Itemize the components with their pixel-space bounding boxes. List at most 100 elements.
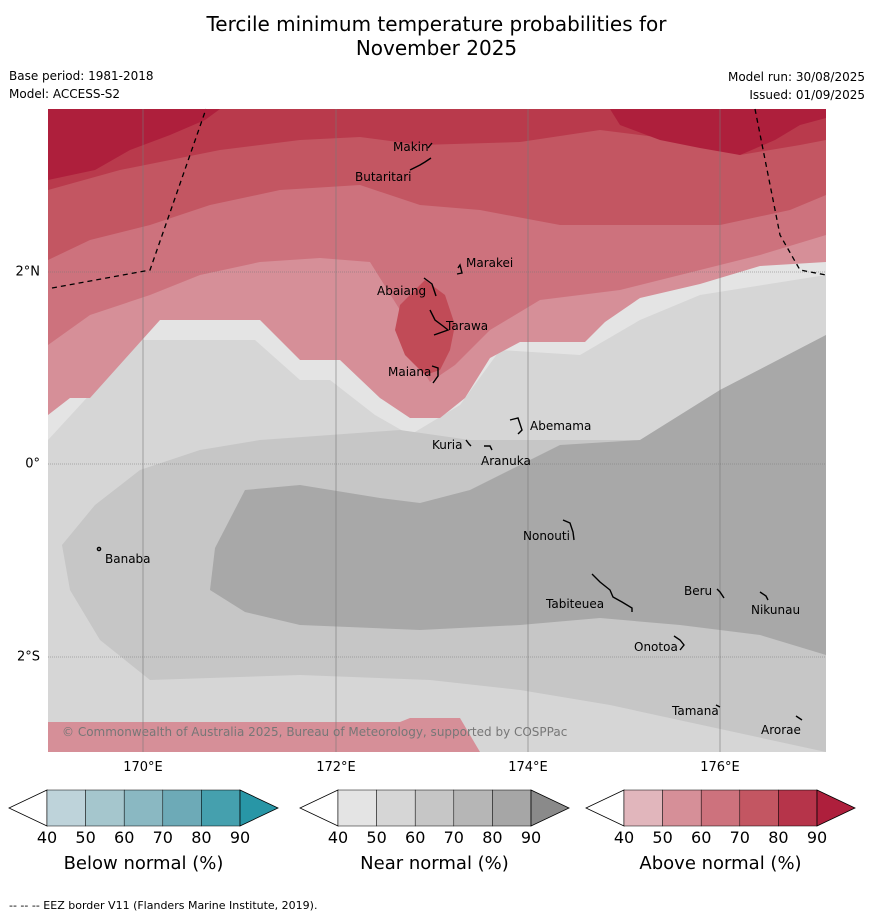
beru-island bbox=[716, 588, 725, 599]
place-labels: Makin Butaritari Marakei Abaiang Tarawa … bbox=[105, 140, 801, 737]
label-banaba: Banaba bbox=[105, 552, 151, 566]
colorbar-below-tick: 80 bbox=[191, 828, 212, 847]
title-line-2: November 2025 bbox=[355, 36, 518, 60]
label-maiana: Maiana bbox=[388, 365, 431, 379]
onotoa-island bbox=[673, 635, 685, 651]
abaiang-island bbox=[423, 277, 437, 297]
probability-contours bbox=[48, 109, 826, 752]
y-tick-2s: 2°S bbox=[16, 649, 40, 665]
colorbars bbox=[8, 789, 856, 827]
kuria-island bbox=[465, 439, 472, 447]
colorbar-below-tick: 70 bbox=[152, 828, 173, 847]
colorbar-near-segment bbox=[337, 789, 377, 827]
aranuka-island bbox=[484, 445, 493, 451]
colorbar-below-tick: 90 bbox=[229, 828, 251, 847]
colorbar-near-label: Near normal (%) bbox=[360, 853, 509, 874]
x-tick-170e: 170°E bbox=[123, 760, 163, 775]
colorbar-below-label: Below normal (%) bbox=[63, 853, 224, 874]
tamana-island bbox=[715, 704, 721, 708]
y-tick-0: 0° bbox=[25, 456, 40, 472]
colorbar-above-segment bbox=[700, 789, 741, 827]
colorbar-near-tick: 40 bbox=[327, 828, 349, 847]
label-tamana: Tamana bbox=[671, 704, 719, 718]
label-onotoa: Onotoa bbox=[634, 640, 678, 654]
colorbar-above-tick: 70 bbox=[729, 828, 750, 847]
colorbar-near-low-extend bbox=[299, 789, 339, 827]
near-normal-70-region bbox=[210, 335, 826, 655]
colorbar-near-tick: 50 bbox=[366, 828, 387, 847]
banaba-island bbox=[96, 546, 102, 552]
colorbar-below-tick: 40 bbox=[36, 828, 58, 847]
eez-border-east bbox=[754, 108, 827, 276]
colorbar-above-tick: 40 bbox=[613, 828, 635, 847]
colorbar-near-segment bbox=[492, 789, 532, 827]
abemama-island bbox=[509, 417, 523, 435]
eez-footnote: -- -- -- EEZ border V11 (Flanders Marine… bbox=[9, 899, 318, 912]
colorbar-near-tick: 60 bbox=[405, 828, 426, 847]
colorbar-above-tick: 60 bbox=[691, 828, 712, 847]
meta-left: Base period: 1981-2018 Model: ACCESS-S2 bbox=[9, 67, 154, 103]
label-makin: Makin bbox=[393, 140, 429, 154]
nikunau-island bbox=[759, 591, 769, 601]
gridlines bbox=[48, 109, 826, 752]
colorbar-below-low-extend bbox=[8, 789, 48, 827]
colorbar-above-tick: 90 bbox=[806, 828, 828, 847]
above-normal-90-east-region bbox=[610, 109, 826, 155]
tabiteuea-island bbox=[591, 573, 633, 612]
y-tick-2n: 2°N bbox=[15, 264, 41, 280]
model-name: Model: ACCESS-S2 bbox=[9, 87, 121, 101]
colorbar-below-tick: 60 bbox=[114, 828, 135, 847]
colorbar-above-label: Above normal (%) bbox=[639, 853, 802, 874]
label-nonouti: Nonouti bbox=[523, 529, 570, 543]
colorbar-above-high-extend bbox=[816, 789, 856, 827]
colorbar-near-segment bbox=[453, 789, 493, 827]
copyright-notice: © Commonwealth of Australia 2025, Bureau… bbox=[62, 725, 567, 739]
colorbar-above-segment bbox=[662, 789, 702, 827]
eez-borders bbox=[51, 108, 827, 289]
label-beru: Beru bbox=[684, 584, 712, 598]
colorbar-near-tick: 70 bbox=[443, 828, 464, 847]
colorbar-near-tick: 80 bbox=[482, 828, 503, 847]
marakei-island bbox=[456, 263, 463, 275]
map-title: Tercile minimum temperature probabilitie… bbox=[0, 12, 873, 60]
tarawa-island bbox=[429, 309, 450, 336]
nonouti-island bbox=[562, 519, 575, 541]
colorbar-below-segment bbox=[162, 789, 202, 827]
label-tabiteuea: Tabiteuea bbox=[545, 597, 604, 611]
colorbar-near-segment bbox=[376, 789, 416, 827]
title-line-1: Tercile minimum temperature probabilitie… bbox=[206, 12, 667, 36]
label-abaiang: Abaiang bbox=[377, 284, 426, 298]
colorbar-below-tick: 50 bbox=[75, 828, 96, 847]
colorbar-below-high-extend bbox=[239, 789, 279, 827]
label-abemama: Abemama bbox=[530, 419, 591, 433]
colorbar-above-low-extend bbox=[585, 789, 625, 827]
arorae-island bbox=[795, 715, 803, 721]
makin-island bbox=[427, 142, 433, 149]
meta-right: Model run: 30/08/2025 Issued: 01/09/2025 bbox=[728, 68, 865, 104]
colorbar-below-segment bbox=[123, 789, 164, 827]
base-period: Base period: 1981-2018 bbox=[9, 69, 154, 83]
colorbar-below-segment bbox=[201, 789, 241, 827]
tarawa-core-region bbox=[395, 280, 455, 375]
colorbar-above-tick: 50 bbox=[652, 828, 673, 847]
colorbar-above-segment bbox=[739, 789, 779, 827]
colorbar-below-segment bbox=[46, 789, 86, 827]
x-tick-174e: 174°E bbox=[508, 760, 548, 775]
label-tarawa: Tarawa bbox=[445, 319, 488, 333]
maiana-island bbox=[431, 365, 439, 384]
issued-date: Issued: 01/09/2025 bbox=[749, 88, 865, 102]
colorbar-near-high-extend bbox=[530, 789, 570, 827]
colorbar-above-segment bbox=[623, 789, 663, 827]
x-tick-172e: 172°E bbox=[316, 760, 356, 775]
colorbar-near-segment bbox=[414, 789, 455, 827]
colorbar-below-segment bbox=[85, 789, 125, 827]
colorbar-above-tick: 80 bbox=[768, 828, 789, 847]
x-tick-176e: 176°E bbox=[700, 760, 740, 775]
model-run: Model run: 30/08/2025 bbox=[727, 70, 865, 84]
label-butaritari: Butaritari bbox=[355, 170, 412, 184]
islands bbox=[96, 142, 803, 721]
colorbar-above-segment bbox=[778, 789, 818, 827]
label-marakei: Marakei bbox=[466, 256, 513, 270]
above-normal-bottom-region bbox=[48, 718, 480, 752]
